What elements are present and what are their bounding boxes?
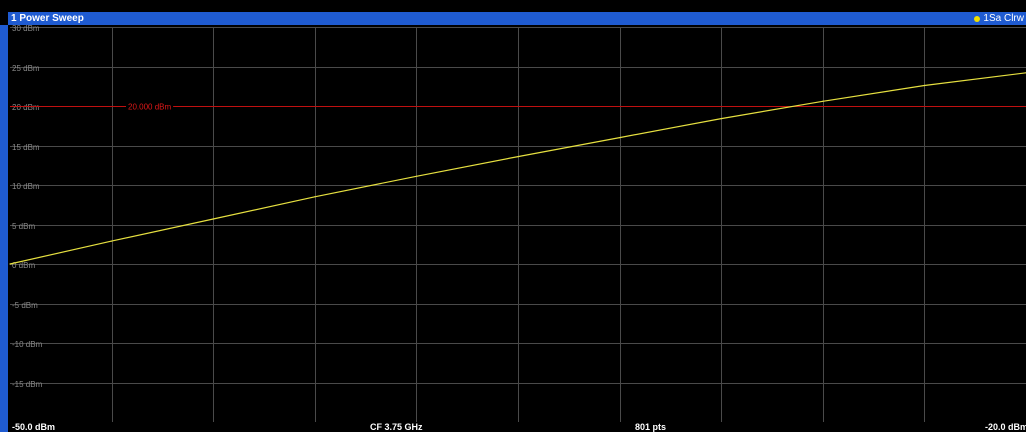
- trace-point: [517, 156, 519, 158]
- reference-line-group: 20.000 dBm: [10, 101, 1026, 112]
- trace-point: [619, 137, 621, 139]
- trace-label: 1Sa Clrw: [983, 13, 1024, 24]
- trace-dot-icon: [974, 15, 981, 22]
- y-tick-label: -10 dBm: [12, 340, 43, 349]
- diagram-title-bar[interactable]: 1 Power Sweep 1Sa Clrw: [8, 12, 1026, 25]
- trace-point: [822, 100, 824, 102]
- sweep-points-label: 801 pts: [635, 422, 667, 432]
- sweep-stop-label: -20.0 dBm: [985, 422, 1026, 432]
- y-tick-label: 10 dBm: [12, 182, 40, 191]
- y-tick-label: 0 dBm: [12, 261, 35, 270]
- reference-label-bg: [126, 101, 174, 112]
- trace-point: [9, 263, 11, 265]
- trace-point: [111, 240, 113, 242]
- y-tick-label: 20 dBm: [12, 103, 40, 112]
- y-tick-label: 5 dBm: [12, 222, 35, 231]
- center-frequency-label: CF 3.75 GHz: [370, 422, 423, 432]
- y-tick-label: 30 dBm: [12, 24, 40, 33]
- y-tick-label: 15 dBm: [12, 143, 40, 152]
- y-tick-label: -5 dBm: [12, 301, 38, 310]
- y-tick-labels: 30 dBm 25 dBm 20 dBm 15 dBm 10 dBm 5 dBm 0 dBm…: [12, 24, 43, 389]
- trace-point: [720, 118, 722, 120]
- diagram-title: 1 Power Sweep: [11, 13, 84, 24]
- grid: [10, 27, 1026, 422]
- trace-point: [415, 175, 417, 177]
- trace-point: [923, 84, 926, 87]
- left-rail: [0, 25, 8, 432]
- trace-point: [314, 196, 316, 198]
- top-strip: [0, 0, 1026, 12]
- trace-group: [9, 72, 1026, 265]
- y-tick-label: 25 dBm: [12, 64, 40, 73]
- trace-indicator[interactable]: 1Sa Clrw: [974, 12, 1026, 25]
- reference-line-label: 20.000 dBm: [128, 103, 171, 112]
- y-tick-label: -15 dBm: [12, 380, 43, 389]
- sweep-start-label: -50.0 dBm: [12, 422, 56, 432]
- trace-point: [212, 218, 214, 220]
